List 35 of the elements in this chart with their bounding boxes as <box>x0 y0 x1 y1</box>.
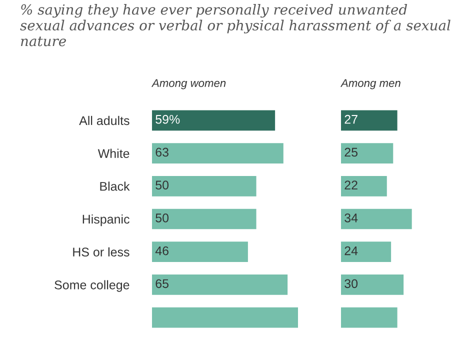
bar <box>152 143 284 164</box>
chart-title: Among men <box>340 79 400 90</box>
bar <box>341 143 394 164</box>
data-label: 46 <box>155 246 168 256</box>
bar <box>341 176 387 196</box>
data-label: 50 <box>156 214 169 222</box>
bar <box>152 307 298 328</box>
bar <box>152 110 276 131</box>
bar <box>152 242 248 262</box>
data-label: 25 <box>344 148 358 157</box>
y-tick-label: Black <box>100 182 130 191</box>
chart-subtitle: % saying they have ever personally received unwanted sexual advances or verbal or physical harassment of a sexual nature <box>20 4 450 46</box>
data-label: 63 <box>156 148 168 157</box>
data-label: 50 <box>156 180 169 190</box>
bar <box>341 274 404 295</box>
y-tick-label: White <box>98 148 130 158</box>
chart-title: Among women <box>151 79 226 90</box>
data-label: 30 <box>344 279 358 288</box>
y-tick-label: Some college <box>54 280 130 292</box>
y-tick-label: Hispanic <box>82 214 130 226</box>
data-label: 24 <box>344 246 358 256</box>
data-label: 65 <box>156 279 169 288</box>
bar <box>152 274 288 295</box>
bar <box>341 110 398 131</box>
y-tick-label: All adults <box>79 116 130 126</box>
bar <box>152 208 256 230</box>
data-label: 27 <box>344 114 358 124</box>
bar <box>341 307 398 328</box>
data-label: 22 <box>344 180 358 190</box>
bar <box>152 176 256 196</box>
data-label: 34 <box>344 214 358 222</box>
bar <box>341 208 412 230</box>
bar <box>341 242 392 262</box>
data-label: 59% <box>156 114 180 124</box>
y-tick-label: HS or less <box>73 247 130 257</box>
